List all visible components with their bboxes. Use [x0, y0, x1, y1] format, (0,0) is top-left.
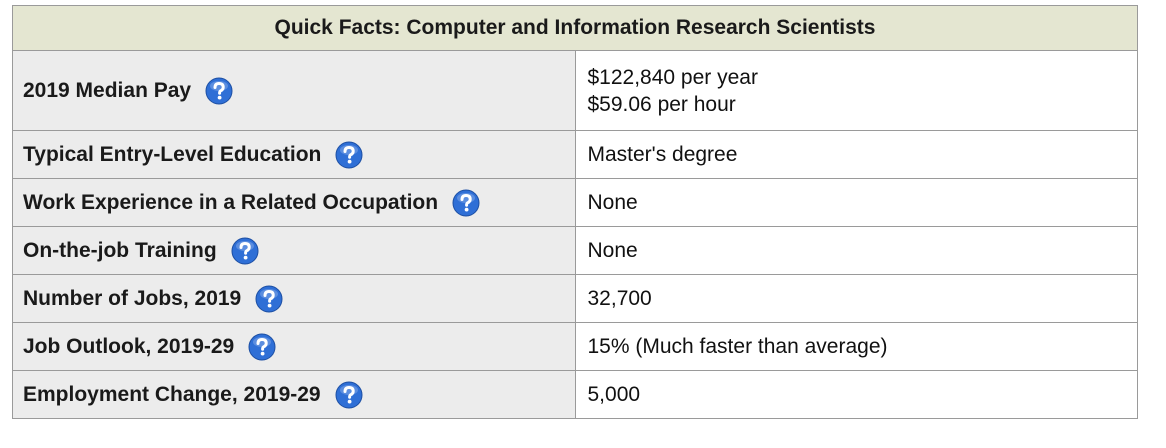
row-label-cell: 2019 Median Pay [12, 50, 576, 131]
table-header-row: Quick Facts: Computer and Information Re… [12, 5, 1138, 51]
row-value-cell: 32,700 [574, 274, 1138, 323]
row-label: Job Outlook, 2019-29 [23, 334, 235, 358]
row-value-cell: 15% (Much faster than average) [574, 322, 1138, 371]
row-value-cell: 5,000 [574, 370, 1138, 419]
row-label: On-the-job Training [23, 238, 217, 262]
question-mark-icon[interactable] [205, 77, 233, 105]
row-value-cell: Master's degree [574, 130, 1138, 179]
question-mark-icon[interactable] [452, 189, 480, 217]
row-label: 2019 Median Pay [23, 78, 192, 102]
row-value-cell: None [574, 226, 1138, 275]
row-label-cell: Employment Change, 2019-29 [12, 370, 576, 419]
table-row-job-training: On-the-job Training None [12, 226, 1138, 275]
table-row-entry-education: Typical Entry-Level Education Master's d… [12, 130, 1138, 179]
quick-facts-table: Quick Facts: Computer and Information Re… [12, 5, 1138, 419]
row-value: 5,000 [587, 383, 641, 406]
row-value: $122,840 per year [587, 65, 758, 89]
question-mark-icon[interactable] [255, 285, 283, 313]
table-row-work-experience: Work Experience in a Related Occupation … [12, 178, 1138, 227]
row-value: Master's degree [587, 143, 738, 166]
question-mark-icon[interactable] [335, 381, 363, 409]
question-mark-icon[interactable] [335, 141, 363, 169]
row-value: $59.06 per hour [587, 92, 736, 116]
row-label: Work Experience in a Related Occupation [23, 190, 439, 214]
question-mark-icon[interactable] [231, 237, 259, 265]
quick-facts-panel: Quick Facts: Computer and Information Re… [12, 5, 1138, 419]
row-value: 15% (Much faster than average) [587, 335, 888, 358]
row-value-cell: $122,840 per year $59.06 per hour [574, 50, 1138, 131]
table-row-employment-change: Employment Change, 2019-29 5,000 [12, 370, 1138, 419]
row-label-cell: On-the-job Training [12, 226, 576, 275]
row-label: Number of Jobs, 2019 [23, 286, 242, 310]
table-caption: Quick Facts: Computer and Information Re… [12, 5, 1138, 51]
row-label-cell: Typical Entry-Level Education [12, 130, 576, 179]
table-row-median-pay: 2019 Median Pay $122,840 per year $59.06… [12, 50, 1138, 131]
table-row-job-outlook: Job Outlook, 2019-29 15% (Much faster th… [12, 322, 1138, 371]
row-label-cell: Job Outlook, 2019-29 [12, 322, 576, 371]
row-value: 32,700 [587, 287, 652, 310]
row-value-cell: None [574, 178, 1138, 227]
row-label: Typical Entry-Level Education [23, 142, 322, 166]
row-label: Employment Change, 2019-29 [23, 382, 321, 406]
row-label-cell: Work Experience in a Related Occupation [12, 178, 576, 227]
row-value: None [587, 191, 638, 214]
row-value: None [587, 239, 638, 262]
table-row-number-of-jobs: Number of Jobs, 2019 32,700 [12, 274, 1138, 323]
row-label-cell: Number of Jobs, 2019 [12, 274, 576, 323]
question-mark-icon[interactable] [248, 333, 276, 361]
